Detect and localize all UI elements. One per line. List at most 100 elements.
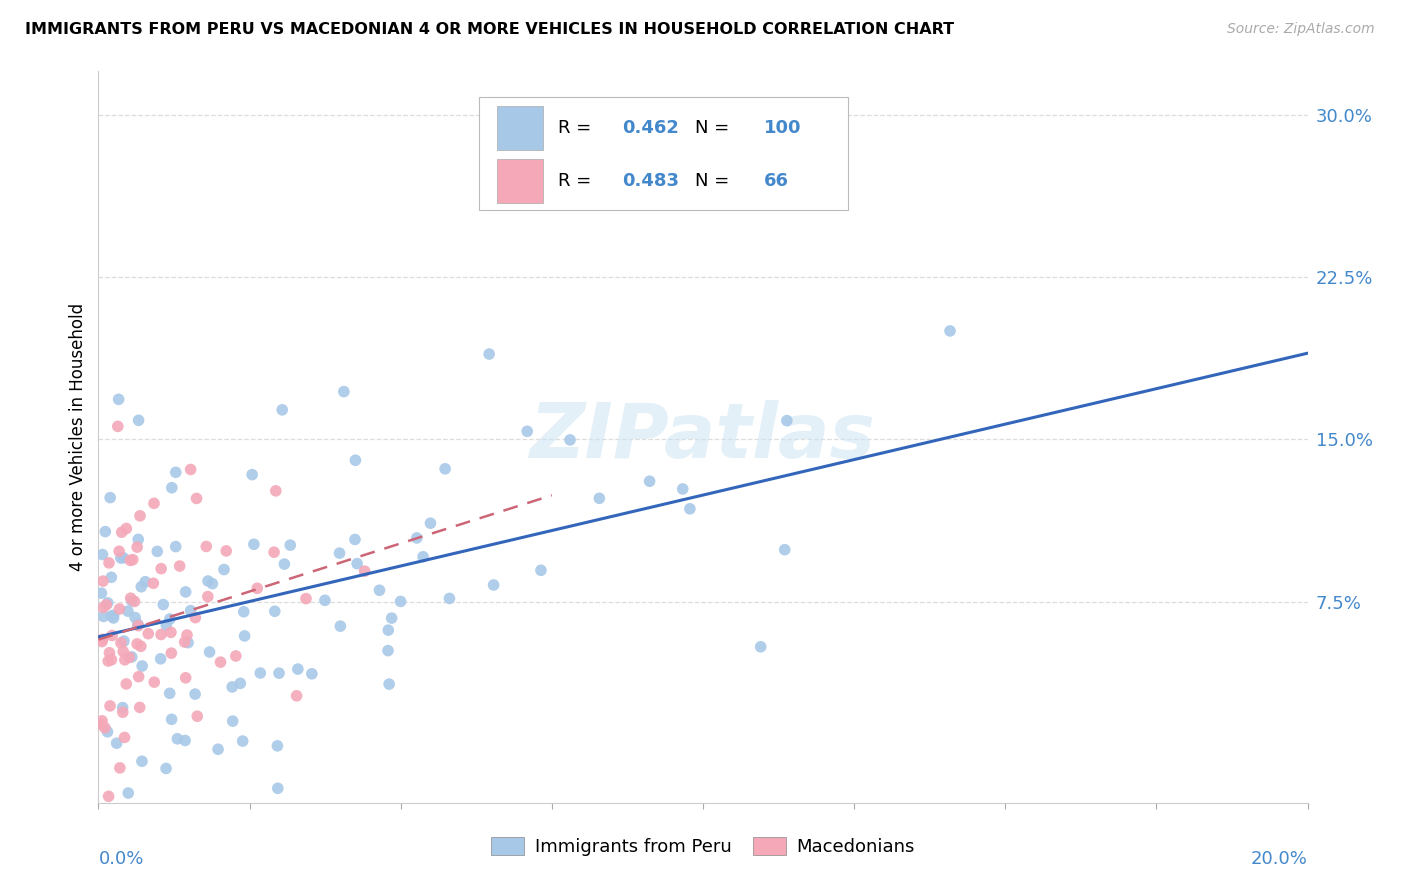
Point xyxy=(165,540,187,554)
Point xyxy=(115,522,138,536)
Legend: Immigrants from Peru, Macedonians: Immigrants from Peru, Macedonians xyxy=(484,830,922,863)
Point xyxy=(201,576,224,591)
Point xyxy=(165,465,187,479)
Point xyxy=(749,640,772,654)
Point xyxy=(121,593,143,607)
Point xyxy=(184,610,207,624)
Point xyxy=(124,610,146,624)
Point xyxy=(295,591,318,606)
FancyBboxPatch shape xyxy=(498,106,543,150)
Point xyxy=(267,781,290,796)
Point xyxy=(129,580,152,594)
Point xyxy=(121,552,143,566)
Point xyxy=(127,533,149,547)
Point xyxy=(197,590,219,604)
Point xyxy=(103,608,125,623)
Point xyxy=(263,604,285,618)
Point xyxy=(246,582,269,596)
Point xyxy=(97,654,120,668)
FancyBboxPatch shape xyxy=(479,97,848,211)
Point xyxy=(100,653,122,667)
Text: N =: N = xyxy=(695,172,734,190)
Point xyxy=(209,655,232,669)
Point xyxy=(143,496,166,510)
Point xyxy=(90,586,112,600)
Point xyxy=(180,462,202,476)
Point xyxy=(100,609,122,624)
Point xyxy=(98,646,121,660)
Point xyxy=(271,402,294,417)
Point xyxy=(100,570,122,584)
Point xyxy=(127,540,149,554)
Point xyxy=(672,482,695,496)
Point xyxy=(111,705,134,719)
Y-axis label: 4 or more Vehicles in Household: 4 or more Vehicles in Household xyxy=(69,303,87,571)
Point xyxy=(127,617,149,632)
Point xyxy=(482,578,505,592)
Point xyxy=(127,637,149,651)
Point xyxy=(155,762,177,776)
Point xyxy=(136,626,159,640)
Point xyxy=(381,611,404,625)
Point xyxy=(155,618,177,632)
Point xyxy=(184,687,207,701)
Point xyxy=(160,712,183,726)
Point xyxy=(419,516,441,531)
Point xyxy=(679,501,702,516)
Point xyxy=(124,594,146,608)
Text: 0.462: 0.462 xyxy=(621,119,679,136)
Point xyxy=(91,714,114,728)
Point xyxy=(478,347,501,361)
Point xyxy=(118,650,141,665)
Point xyxy=(939,324,962,338)
Point xyxy=(134,574,156,589)
Point xyxy=(221,680,243,694)
Point xyxy=(112,644,135,658)
Point xyxy=(174,585,197,599)
Point xyxy=(225,648,247,663)
Text: Source: ZipAtlas.com: Source: ZipAtlas.com xyxy=(1227,22,1375,37)
Point xyxy=(389,594,412,608)
Point xyxy=(285,689,308,703)
Text: 0.483: 0.483 xyxy=(621,172,679,190)
Point xyxy=(90,717,112,731)
Point xyxy=(267,666,290,681)
Point xyxy=(176,628,198,642)
Point xyxy=(128,700,150,714)
Text: 100: 100 xyxy=(763,119,801,136)
Point xyxy=(108,761,131,775)
Point xyxy=(143,675,166,690)
Point xyxy=(263,545,285,559)
Point xyxy=(638,475,661,489)
Text: 20.0%: 20.0% xyxy=(1251,850,1308,868)
Point xyxy=(301,666,323,681)
Point xyxy=(530,563,553,577)
Point xyxy=(110,636,132,650)
Point xyxy=(377,623,399,637)
Point xyxy=(174,671,197,685)
Point xyxy=(91,600,114,615)
Point xyxy=(94,721,117,735)
Point xyxy=(98,698,121,713)
Point xyxy=(588,491,610,506)
Point xyxy=(195,540,218,554)
Point xyxy=(249,666,271,681)
Point xyxy=(329,619,352,633)
Text: IMMIGRANTS FROM PERU VS MACEDONIAN 4 OR MORE VEHICLES IN HOUSEHOLD CORRELATION C: IMMIGRANTS FROM PERU VS MACEDONIAN 4 OR … xyxy=(25,22,955,37)
Point xyxy=(516,425,538,439)
Point xyxy=(131,754,153,768)
Point xyxy=(776,414,799,428)
Point xyxy=(101,628,124,642)
Point xyxy=(160,481,183,495)
Point xyxy=(368,583,391,598)
Point xyxy=(142,576,165,591)
Point xyxy=(120,553,142,567)
Point xyxy=(207,742,229,756)
Point xyxy=(91,634,114,648)
Point xyxy=(96,724,118,739)
Point xyxy=(439,591,461,606)
Point xyxy=(287,662,309,676)
Point xyxy=(160,625,183,640)
Point xyxy=(149,652,172,666)
Point xyxy=(378,677,401,691)
